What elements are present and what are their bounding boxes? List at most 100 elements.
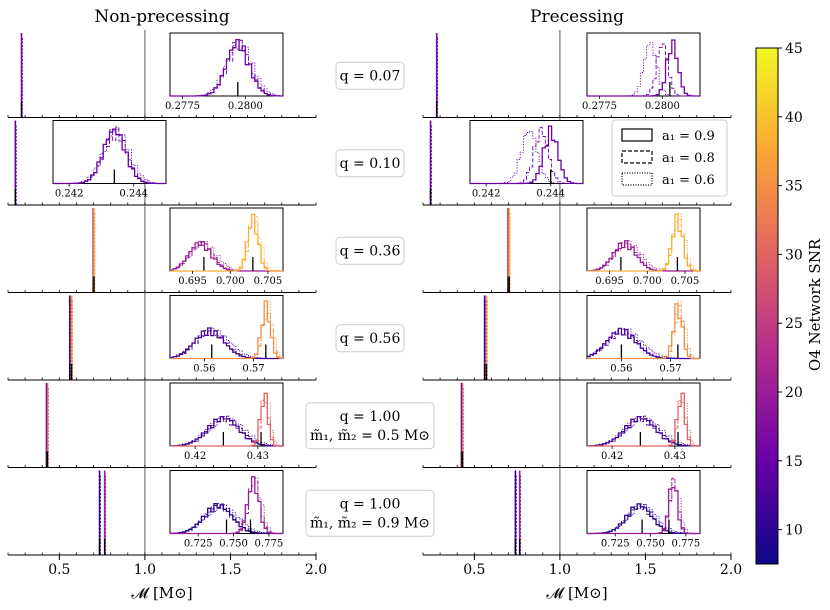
row-label-box: [305, 489, 435, 537]
inset-histogram: [170, 416, 283, 447]
inset-tick-label: 0.700: [216, 276, 245, 287]
legend-label: a₁ = 0.6: [662, 173, 715, 188]
inset-histogram: [587, 240, 700, 272]
inset-frame: [586, 207, 701, 272]
inset-histogram: [170, 305, 283, 359]
x-tick-label: 2.0: [305, 562, 327, 578]
inset-r0-np: 0.2775 0.2800: [165, 32, 284, 112]
panel-r4-p: 0.42 0.43: [422, 380, 732, 468]
inset-r5-p: 0.725 0.750 0.775: [586, 470, 701, 550]
inset-histogram: [170, 392, 283, 447]
inset-tick-label: 0.775: [672, 539, 701, 550]
legend-label: a₁ = 0.8: [662, 151, 715, 166]
inset-tick-label: 0.56: [193, 364, 215, 375]
inset-tick-label: 0.695: [595, 276, 624, 287]
inset-histogram: [170, 503, 283, 534]
panel-r3-np: 0.56 0.57: [7, 292, 317, 381]
inset-r5-np: 0.725 0.750 0.775: [169, 470, 284, 550]
legend: a₁ = 0.9 a₁ = 0.8 a₁ = 0.6: [611, 119, 728, 197]
colorbar-tick-label: 10: [785, 523, 803, 539]
row-label-1: q = 0.10: [335, 149, 405, 178]
row-label-text: q = 0.10: [340, 156, 401, 172]
legend-label: a₁ = 0.9: [662, 129, 715, 144]
row-label-text: q = 0.56: [340, 331, 401, 347]
inset-tick-label: 0.750: [219, 539, 248, 550]
x-tick-label: 0.5: [48, 562, 70, 578]
row-label-box: [335, 236, 405, 265]
inset-histogram: [170, 330, 283, 359]
inset-tick-label: 0.2775: [582, 101, 617, 112]
row-label-box: [335, 324, 405, 353]
inset-histogram: [587, 300, 700, 359]
inset-tick-label: 0.2800: [228, 101, 263, 112]
panel-r1-p: 0.242 0.244: [422, 117, 732, 206]
colorbar-tick-label: 20: [785, 385, 803, 401]
row-labels: q = 0.07 q = 0.10 q = 0.36 q = 0.56 q = 1.00…: [305, 61, 435, 537]
inset-r2-np: 0.695 0.700 0.705: [169, 207, 284, 287]
inset-tick-label: 0.242: [55, 189, 84, 200]
inset-tick-label: 0.750: [636, 539, 665, 550]
inset-tick-label: 0.57: [659, 364, 681, 375]
inset-tick-label: 0.705: [671, 276, 700, 287]
inset-tick-label: 0.705: [254, 276, 283, 287]
inset-tick-label: 0.43: [247, 451, 269, 462]
inset-tick-label: 0.42: [184, 451, 206, 462]
inset-histogram: [470, 125, 583, 185]
x-tick-label: 1.0: [134, 562, 156, 578]
panel-r4-np: 0.42 0.43: [7, 380, 317, 468]
inset-r4-np: 0.42 0.43: [169, 382, 284, 462]
x-axis-label-right: 𝓜 [M⊙]: [546, 584, 607, 602]
row-label-3: q = 0.56: [335, 324, 405, 353]
x-tick-label: 1.0: [549, 562, 571, 578]
row-label-4: q = 1.00 m̃₁, m̃₂ = 0.5 M⊙: [305, 402, 435, 450]
inset-histogram: [587, 399, 700, 447]
panel-r5-np: 0.725 0.750 0.775: [7, 467, 317, 556]
inset-histogram: [53, 126, 166, 184]
inset-histogram: [170, 481, 283, 534]
inset-r4-p: 0.42 0.43: [586, 382, 701, 462]
inset-r2-p: 0.695 0.700 0.705: [586, 207, 701, 287]
panel-r0-p: 0.2775 0.2800: [422, 30, 732, 118]
row-label-text: q = 0.07: [340, 68, 401, 84]
inset-r0-p: 0.2775 0.2800: [582, 32, 701, 112]
colorbar-tick-label: 45: [785, 41, 803, 57]
inset-histogram: [587, 503, 700, 534]
inset-histogram: [587, 503, 700, 534]
inset-tick-label: 0.56: [610, 364, 632, 375]
inset-histogram: [170, 39, 283, 97]
inset-tick-label: 0.244: [536, 189, 565, 200]
inset-histogram: [170, 477, 283, 534]
row-label-box: [335, 61, 405, 90]
inset-histogram: [587, 416, 700, 447]
colorbar-tick-label: 25: [785, 316, 803, 332]
panel-r3-p: 0.56 0.57: [422, 292, 732, 381]
row-label-0: q = 0.07: [335, 61, 405, 90]
inset-tick-label: 0.775: [255, 539, 284, 550]
inset-frame: [586, 382, 701, 447]
inset-histogram: [170, 216, 283, 272]
inset-histogram: [170, 240, 283, 272]
inset-tick-label: 0.244: [119, 189, 148, 200]
panel-r2-p: 0.695 0.700 0.705: [422, 205, 732, 293]
inset-tick-label: 0.695: [178, 276, 207, 287]
inset-histogram: [470, 126, 583, 184]
inset-histogram: [53, 128, 166, 184]
inset-tick-label: 0.2775: [165, 101, 200, 112]
colorbar-label: O4 Network SNR: [806, 238, 824, 371]
panel-r2-np: 0.695 0.700 0.705: [7, 205, 317, 293]
colorbar-tick-label: 35: [785, 179, 803, 195]
inset-histogram: [170, 327, 283, 359]
inset-r3-np: 0.56 0.57: [169, 295, 284, 375]
row-label-text: q = 1.00: [340, 409, 401, 425]
x-axis-label-left: 𝓜 [M⊙]: [131, 584, 192, 602]
column-title-precessing: Precessing: [530, 7, 624, 27]
panel-r1-np: 0.242 0.244: [7, 117, 317, 206]
legend-swatch: [621, 150, 653, 164]
inset-r1-p: 0.242 0.244: [469, 120, 584, 200]
column-title-nonprecessing: Non-precessing: [94, 7, 229, 27]
inset-histogram: [470, 130, 583, 184]
x-tick-label: 0.5: [463, 562, 485, 578]
inset-frame: [586, 470, 701, 534]
inset-tick-label: 0.725: [601, 539, 630, 550]
